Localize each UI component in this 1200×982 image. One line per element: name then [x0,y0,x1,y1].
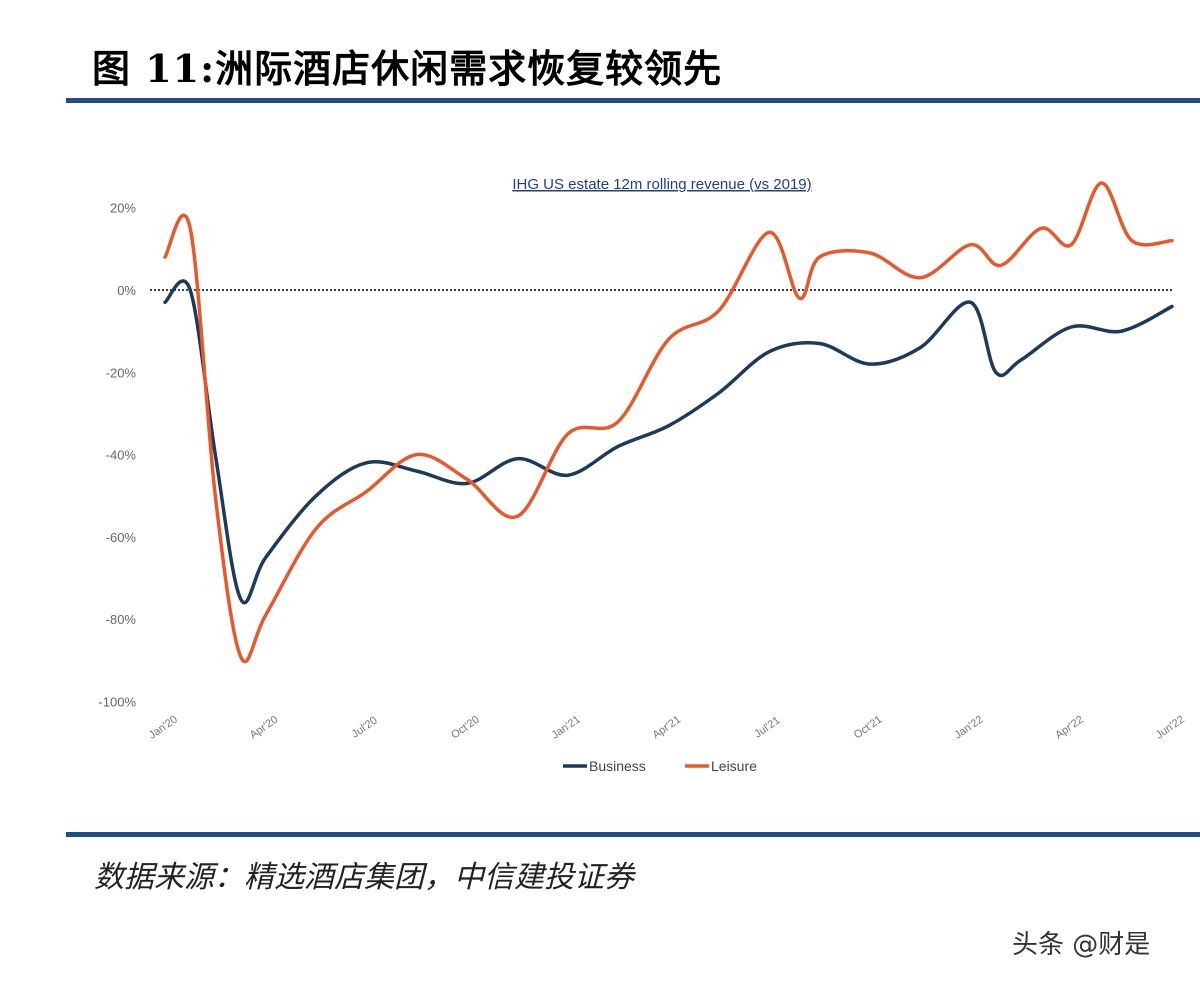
y-tick-label: -40% [106,448,137,463]
x-tick-label: Jan'20 [147,713,180,741]
watermark-text: 头条 @财是 [1012,930,1151,960]
x-tick-label: Apr'20 [248,714,281,742]
figure-title: 图 11:洲际酒店休闲需求恢复较领先 [92,46,723,91]
x-tick-label: Jul'21 [752,714,782,740]
x-tick-label: Jan'22 [952,713,985,741]
line-chart: 20%0%-20%-40%-60%-80%-100% Jan'20 Apr'20 J… [98,176,1187,774]
x-axis: Jan'20 Apr'20 Jul'20 Oct'20 Jan'21 Apr'21 Jul'… [147,713,1187,741]
x-tick-label: Oct'21 [852,714,885,742]
y-tick-label: -80% [106,612,137,627]
y-tick-label: -100% [98,695,136,710]
legend-label-leisure: Leisure [711,758,757,774]
source-note: 数据来源：精选酒店集团，中信建投证券 [94,860,634,895]
series-line-business [163,279,1174,605]
legend: Business Leisure [563,758,757,774]
y-tick-label: -20% [106,365,137,380]
y-axis: 20% 0% -20% -40% -60% -80% -100% [98,201,136,710]
series-layer [163,181,1174,664]
y-tick-label: 0% [117,283,136,298]
x-tick-label: Jul'20 [350,714,380,740]
x-tick-label: Jan'21 [549,713,582,741]
x-tick-label: Apr'21 [650,714,683,742]
x-tick-label: Apr'22 [1053,714,1086,742]
y-tick-label: -60% [106,530,137,545]
x-tick-label: Oct'20 [449,714,482,742]
chart-title: IHG US estate 12m rolling revenue (vs 20… [512,176,811,193]
source-rule [66,832,1200,837]
x-tick-label: Jun'22 [1154,713,1187,741]
y-tick-label: 20% [110,201,136,216]
series-line-leisure [163,181,1174,664]
title-rule [66,98,1200,103]
legend-label-business: Business [589,758,646,774]
